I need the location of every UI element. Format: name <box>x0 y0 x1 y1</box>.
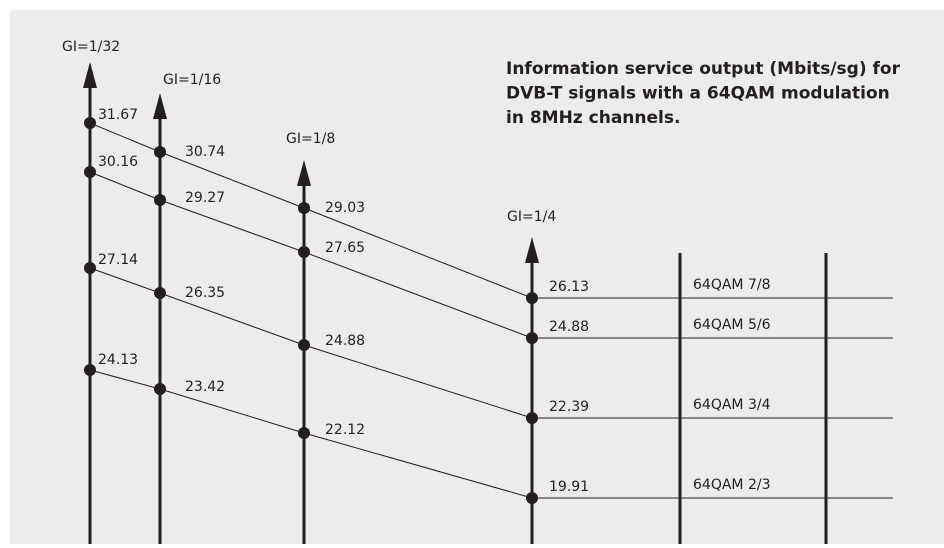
connector <box>303 251 533 339</box>
value-label: 24.13 <box>98 352 138 368</box>
value-label: 19.91 <box>549 479 589 495</box>
connector <box>89 369 161 390</box>
value-label: 26.35 <box>185 285 225 301</box>
rate-label: 64QAM 7/8 <box>693 277 770 293</box>
axis-label: GI=1/32 <box>62 39 120 55</box>
axis-label: GI=1/4 <box>507 209 556 225</box>
rate-label: 64QAM 3/4 <box>693 397 771 413</box>
arrowhead <box>297 160 311 186</box>
point <box>84 166 96 178</box>
value-label: 22.39 <box>549 399 589 415</box>
axis-label: GI=1/8 <box>286 131 335 147</box>
connector <box>159 199 305 253</box>
rate-label: 64QAM 5/6 <box>693 317 771 333</box>
value-label: 29.27 <box>185 190 225 206</box>
title: Information service output (Mbits/sg) fo… <box>506 59 901 79</box>
title: in 8MHz channels. <box>506 108 680 128</box>
point <box>526 292 538 304</box>
connector <box>159 151 305 209</box>
connector <box>89 122 161 153</box>
arrowhead <box>525 237 539 263</box>
point <box>298 339 310 351</box>
point <box>84 262 96 274</box>
point <box>526 492 538 504</box>
connector <box>303 432 533 499</box>
connector <box>303 207 533 299</box>
content: GI=1/32 31.67 30.16 27.14 24.13 GI=1/16 30.74 2… <box>62 39 901 544</box>
arrowhead <box>153 93 167 119</box>
point <box>526 332 538 344</box>
point <box>526 412 538 424</box>
arrowhead <box>83 62 97 88</box>
value-label: 31.67 <box>98 107 138 123</box>
point <box>298 202 310 214</box>
connector <box>89 267 161 294</box>
point <box>154 146 166 158</box>
point <box>84 364 96 376</box>
value-label: 24.88 <box>549 319 589 335</box>
value-label: 26.13 <box>549 279 589 295</box>
value-label: 23.42 <box>185 379 225 395</box>
connector <box>159 388 305 434</box>
value-label: 27.65 <box>325 240 365 256</box>
point <box>154 287 166 299</box>
value-label: 24.88 <box>325 333 365 349</box>
connector <box>89 171 161 201</box>
value-label: 27.14 <box>98 252 138 268</box>
rate-label: 64QAM 2/3 <box>693 477 770 493</box>
title: DVB-T signals with a 64QAM modulation <box>506 84 890 104</box>
value-label: 29.03 <box>325 200 365 216</box>
axis-label: GI=1/16 <box>163 72 221 88</box>
point <box>154 194 166 206</box>
background <box>10 10 944 544</box>
value-label: 30.16 <box>98 154 138 170</box>
point <box>298 427 310 439</box>
value-label: 30.74 <box>185 144 225 160</box>
point <box>154 383 166 395</box>
value-label: 22.12 <box>325 422 365 438</box>
point <box>84 117 96 129</box>
point <box>298 246 310 258</box>
connector <box>159 292 305 346</box>
connector <box>303 344 533 419</box>
